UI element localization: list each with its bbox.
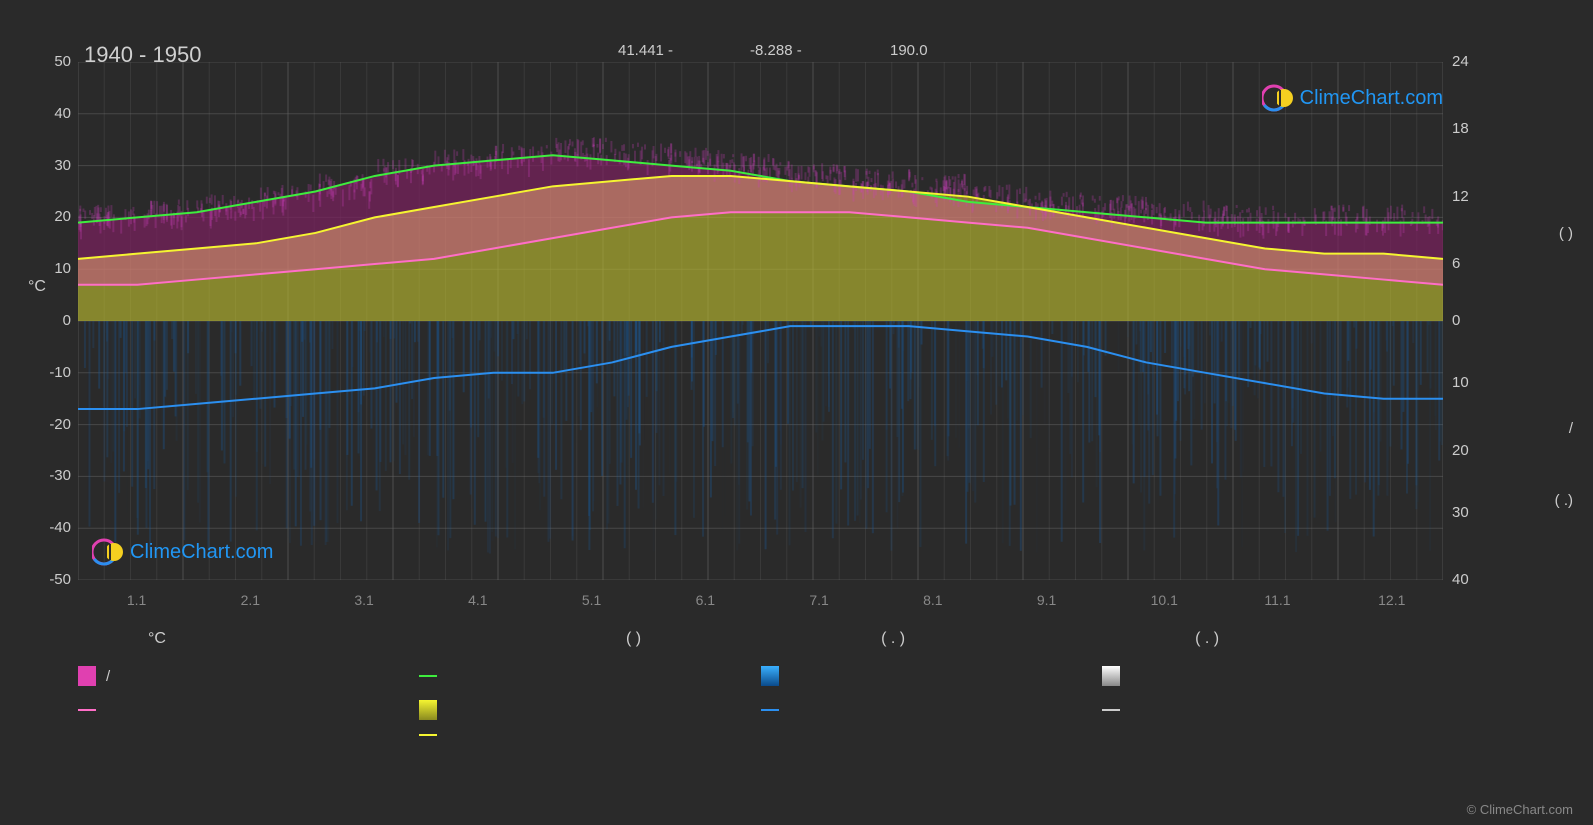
legend: °C ( ) ( . ) ( . ) / xyxy=(78,630,1443,736)
legend-label: / xyxy=(106,668,110,685)
legend-swatch xyxy=(1102,666,1120,686)
legend-swatch xyxy=(78,709,96,711)
legend-header-4: ( . ) xyxy=(1195,630,1219,648)
x-tick: 8.1 xyxy=(923,592,942,608)
x-tick: 1.1 xyxy=(127,592,146,608)
legend-item xyxy=(419,700,760,720)
legend-header-1: °C xyxy=(148,630,166,648)
x-tick: 12.1 xyxy=(1378,592,1405,608)
x-tick: 3.1 xyxy=(354,592,373,608)
y-left-tick: -40 xyxy=(21,519,71,536)
legend-item xyxy=(78,700,419,720)
y-left-tick: -10 xyxy=(21,364,71,381)
legend-item: / xyxy=(78,666,419,686)
x-tick: 11.1 xyxy=(1264,592,1290,608)
y-left-tick: -20 xyxy=(21,416,71,433)
y-left-tick: 30 xyxy=(21,157,71,174)
legend-item xyxy=(1102,666,1443,686)
x-tick: 5.1 xyxy=(582,592,601,608)
y-left-tick: 50 xyxy=(21,53,71,70)
brand-text-top: ClimeChart.com xyxy=(1300,87,1443,110)
y-right-tick: 10 xyxy=(1452,374,1469,391)
legend-header-2: ( ) xyxy=(626,630,641,648)
y-right-tick: 24 xyxy=(1452,53,1469,70)
y-right-tick: 12 xyxy=(1452,188,1469,205)
x-tick: 7.1 xyxy=(809,592,828,608)
x-tick: 6.1 xyxy=(696,592,715,608)
x-tick: 9.1 xyxy=(1037,592,1056,608)
brand-icon-bottom xyxy=(92,536,124,568)
legend-item xyxy=(78,734,419,736)
header-lon: -8.288 - xyxy=(750,42,802,59)
y-right-tick: 20 xyxy=(1452,442,1469,459)
brand-text-bottom: ClimeChart.com xyxy=(130,541,273,564)
legend-swatch xyxy=(78,666,96,686)
legend-swatch xyxy=(419,700,437,720)
y-left-tick: 20 xyxy=(21,208,71,225)
legend-swatch xyxy=(419,734,437,736)
legend-swatch xyxy=(419,675,437,677)
y-left-tick: 0 xyxy=(21,312,71,329)
y-left-tick: 40 xyxy=(21,105,71,122)
y-right-tick: 0 xyxy=(1452,312,1460,329)
copyright: © ClimeChart.com xyxy=(1467,802,1573,817)
x-tick: 2.1 xyxy=(241,592,260,608)
legend-item xyxy=(419,734,760,736)
chart-plot xyxy=(78,62,1443,580)
y-left-unit: °C xyxy=(28,278,46,296)
y-right-tick: 18 xyxy=(1452,120,1469,137)
legend-item xyxy=(1102,734,1443,736)
y-right-tick: 40 xyxy=(1452,571,1469,588)
x-tick: 10.1 xyxy=(1151,592,1178,608)
legend-item xyxy=(1102,700,1443,720)
y-left-tick: 10 xyxy=(21,260,71,277)
legend-swatch xyxy=(761,709,779,711)
y-right-unit-paren1: ( ) xyxy=(1559,225,1573,242)
legend-item xyxy=(761,700,1102,720)
header-elev: 190.0 xyxy=(890,42,928,59)
legend-header-3: ( . ) xyxy=(881,630,905,648)
legend-swatch xyxy=(1102,709,1120,711)
legend-swatch xyxy=(761,666,779,686)
legend-item xyxy=(419,666,760,686)
brand-icon xyxy=(1262,82,1294,114)
y-right-unit-paren2: ( .) xyxy=(1555,492,1573,509)
y-right-tick: 30 xyxy=(1452,504,1469,521)
legend-item xyxy=(761,666,1102,686)
legend-item xyxy=(761,734,1102,736)
x-tick: 4.1 xyxy=(468,592,487,608)
header-lat: 41.441 - xyxy=(618,42,673,59)
brand-logo-top: ClimeChart.com xyxy=(1262,82,1443,114)
y-left-tick: -30 xyxy=(21,467,71,484)
brand-logo-bottom: ClimeChart.com xyxy=(92,536,273,568)
y-left-tick: -50 xyxy=(21,571,71,588)
chart-svg xyxy=(78,62,1443,580)
y-right-unit-slash: / xyxy=(1569,420,1573,437)
y-right-tick: 6 xyxy=(1452,255,1460,272)
